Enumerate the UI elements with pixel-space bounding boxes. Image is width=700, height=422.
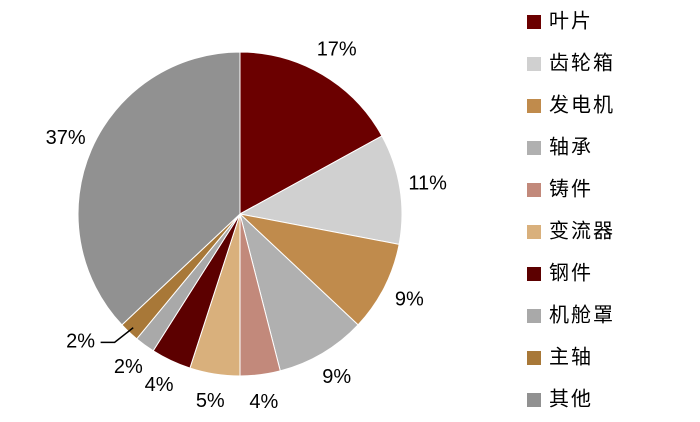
legend-swatch xyxy=(527,183,541,197)
data-label: 4% xyxy=(145,374,174,396)
data-label: 2% xyxy=(114,356,143,378)
legend-label: 主轴 xyxy=(549,345,593,368)
data-label: 17% xyxy=(317,39,357,61)
data-label: 5% xyxy=(196,390,225,412)
legend-label: 齿轮箱 xyxy=(549,51,615,74)
pie-slice xyxy=(238,213,400,326)
legend-swatch xyxy=(527,15,541,29)
data-label: 9% xyxy=(395,289,424,311)
legend-label: 机舱罩 xyxy=(549,303,615,326)
pie-slice xyxy=(239,212,359,372)
legend-swatch xyxy=(527,393,541,407)
legend-label: 钢件 xyxy=(549,261,593,284)
legend-swatch xyxy=(527,225,541,239)
legend-label: 发电机 xyxy=(549,93,615,116)
data-label: 9% xyxy=(322,366,351,388)
legend-swatch xyxy=(527,351,541,365)
legend-label: 铸件 xyxy=(549,177,593,200)
data-label: 37% xyxy=(46,127,86,149)
legend-swatch xyxy=(527,99,541,113)
pie-slice xyxy=(238,135,403,245)
legend-label: 变流器 xyxy=(549,219,615,242)
data-label: 11% xyxy=(408,173,447,195)
legend-label: 叶片 xyxy=(549,9,593,32)
pie: 17%11%9%9%4%5%4%2%2%37% xyxy=(46,39,448,413)
pie-slice xyxy=(77,51,241,326)
leader-line xyxy=(100,327,134,344)
legend-swatch xyxy=(527,267,541,281)
legend-label: 其他 xyxy=(549,387,593,410)
legend-swatch xyxy=(527,141,541,155)
legend-label: 轴承 xyxy=(549,135,593,158)
data-label: 4% xyxy=(249,391,278,413)
legend-swatch xyxy=(527,309,541,323)
pie-slice xyxy=(239,51,383,215)
legend-swatch xyxy=(527,57,541,71)
data-label: 2% xyxy=(66,331,95,353)
